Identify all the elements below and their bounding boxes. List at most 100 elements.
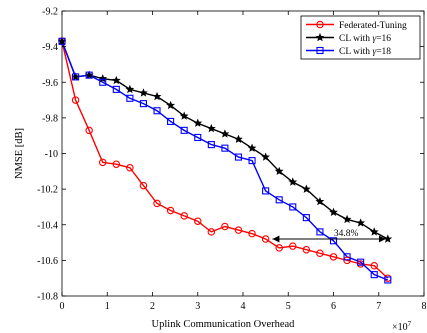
data-point	[180, 212, 188, 220]
data-point	[302, 245, 311, 254]
data-point	[71, 96, 80, 104]
data-point	[357, 258, 365, 266]
data-point	[316, 228, 324, 236]
data-point	[369, 227, 379, 236]
data-point	[261, 152, 270, 161]
series-line	[61, 41, 389, 281]
data-point	[275, 196, 283, 204]
data-point	[301, 184, 311, 193]
data-point	[98, 158, 107, 167]
x-multiplier-exponent: 7	[408, 320, 412, 328]
data-point	[343, 253, 351, 261]
data-point	[98, 74, 108, 83]
data-point	[275, 244, 283, 252]
data-point	[343, 256, 351, 265]
data-point	[289, 242, 297, 250]
series-line	[61, 41, 389, 279]
data-point	[316, 46, 324, 55]
data-point	[247, 143, 257, 152]
data-point	[248, 157, 256, 165]
legend-entry: CL with γ=16	[306, 32, 391, 44]
data-point	[356, 218, 366, 227]
legend-entry: Federated-Tuning	[306, 20, 407, 31]
legend-label: Federated-Tuning	[339, 21, 407, 31]
series-layer	[57, 36, 393, 284]
legend-label-gamma: γ	[372, 34, 376, 44]
x-tick-label: 2	[150, 301, 155, 312]
gap-percentage-label: 34.8%	[334, 229, 359, 239]
data-point	[72, 73, 80, 81]
x-tick-label: 5	[286, 301, 291, 312]
legend-label-value: =16	[376, 34, 391, 44]
y-tick-label: -10.2	[37, 185, 58, 196]
data-point	[167, 117, 175, 125]
data-point	[302, 214, 310, 222]
legend-label: CL with γ=16	[339, 34, 391, 44]
y-tick-label: -10.6	[37, 256, 58, 267]
data-point	[139, 100, 147, 108]
data-point	[315, 32, 325, 42]
data-point	[274, 166, 284, 176]
y-tick-label: -9.8	[42, 113, 58, 124]
data-point	[111, 75, 121, 85]
legend: Federated-Tuning CL with γ=16 CL with γ=18	[300, 15, 421, 60]
data-point	[234, 153, 243, 161]
data-point	[99, 78, 107, 86]
y-tick-label: -9.4	[42, 42, 58, 53]
x-tick-label: 3	[195, 301, 200, 312]
data-point	[153, 107, 161, 115]
y-tick-label: -10.8	[37, 292, 58, 303]
data-point	[207, 228, 216, 236]
y-axis-label: NMSE [dB]	[14, 128, 25, 179]
data-point	[153, 199, 161, 208]
data-point	[262, 187, 270, 195]
data-point	[193, 118, 203, 127]
data-point	[126, 94, 134, 102]
data-point	[288, 177, 298, 186]
x-axis-label: Uplink Communication Overhead	[152, 319, 296, 330]
data-point	[316, 249, 324, 258]
x-tick-label: 4	[241, 301, 246, 312]
data-point	[234, 134, 243, 143]
data-point	[315, 196, 325, 206]
x-tick-label: 1	[105, 301, 110, 312]
data-point	[194, 217, 202, 225]
data-point	[125, 84, 135, 94]
annotation-layer: 34.8%	[272, 229, 386, 243]
data-point	[85, 71, 93, 79]
series-markers-2	[57, 36, 393, 243]
legend-label-prefix: CL with	[339, 34, 372, 44]
data-point	[370, 271, 378, 279]
series-1	[61, 41, 389, 279]
data-point	[384, 276, 392, 284]
data-point	[207, 141, 215, 149]
data-point	[220, 129, 230, 138]
data-point	[180, 126, 188, 134]
y-tick-label: -9.6	[42, 78, 58, 89]
x-multiplier-base: ×10	[392, 322, 408, 333]
data-point	[126, 164, 134, 172]
data-point	[248, 229, 256, 238]
legend-label: CL with γ=18	[339, 47, 391, 57]
data-point	[179, 111, 189, 120]
data-point	[112, 160, 121, 168]
data-point	[166, 100, 175, 110]
legend-entry: CL with γ=18	[306, 47, 391, 57]
data-point	[139, 88, 148, 97]
series-markers-3	[58, 37, 392, 284]
data-point	[261, 235, 270, 243]
legend-label-gamma: γ	[372, 47, 376, 57]
data-point	[329, 253, 338, 261]
data-point	[289, 203, 297, 211]
data-point	[234, 226, 243, 234]
series-2	[61, 41, 389, 240]
data-point	[370, 261, 378, 270]
data-point	[112, 85, 120, 93]
data-point	[316, 20, 324, 29]
data-point	[329, 207, 338, 216]
data-point	[221, 222, 229, 231]
data-point	[85, 126, 93, 135]
y-tick-label: -10.4	[37, 220, 58, 231]
x-axis-multiplier: ×107	[392, 320, 412, 333]
